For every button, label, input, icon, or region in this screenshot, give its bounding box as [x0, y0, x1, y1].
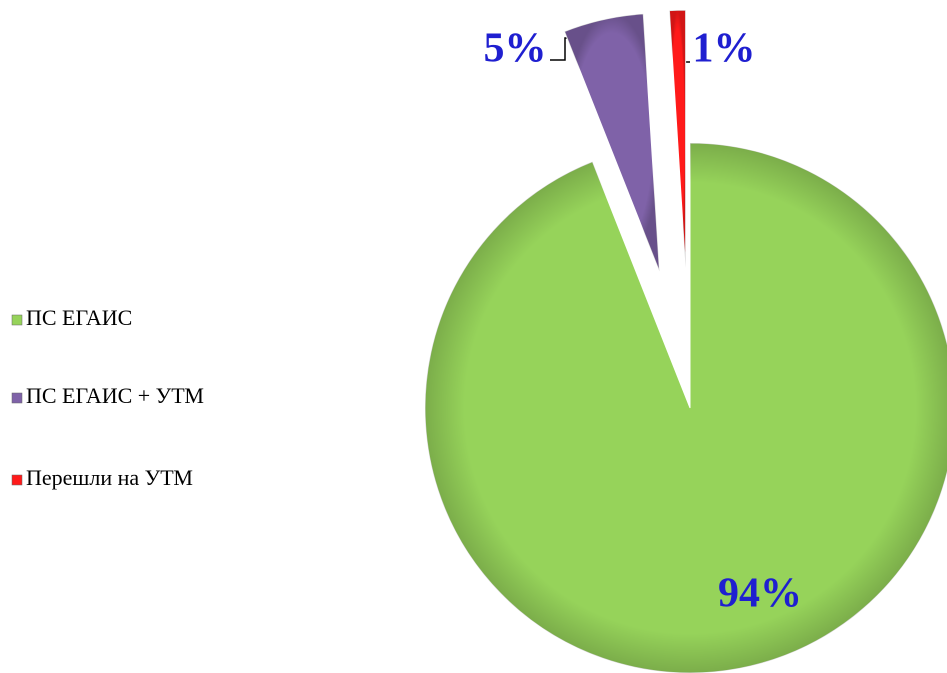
legend-swatch: [11, 392, 23, 404]
legend-label: ПС ЕГАИС: [26, 305, 132, 330]
legend-label: ПС ЕГАИС + УТМ: [26, 383, 204, 408]
value-label: 94%: [718, 571, 802, 617]
legend: ПС ЕГАИС ПС ЕГАИС + УТМ Перешли на УТМ: [11, 305, 204, 490]
value-label: 1%: [693, 26, 756, 72]
legend-swatch: [11, 474, 23, 486]
value-label: 5%: [484, 26, 547, 72]
pie: [424, 9, 947, 673]
legend-label: Перешли на УТМ: [26, 465, 193, 490]
value-labels: 94% 5% 1%: [484, 26, 803, 617]
slice-shade: [425, 143, 947, 673]
slice-shade: [564, 13, 660, 272]
legend-swatch: [11, 314, 23, 326]
slice-shade: [669, 10, 686, 269]
